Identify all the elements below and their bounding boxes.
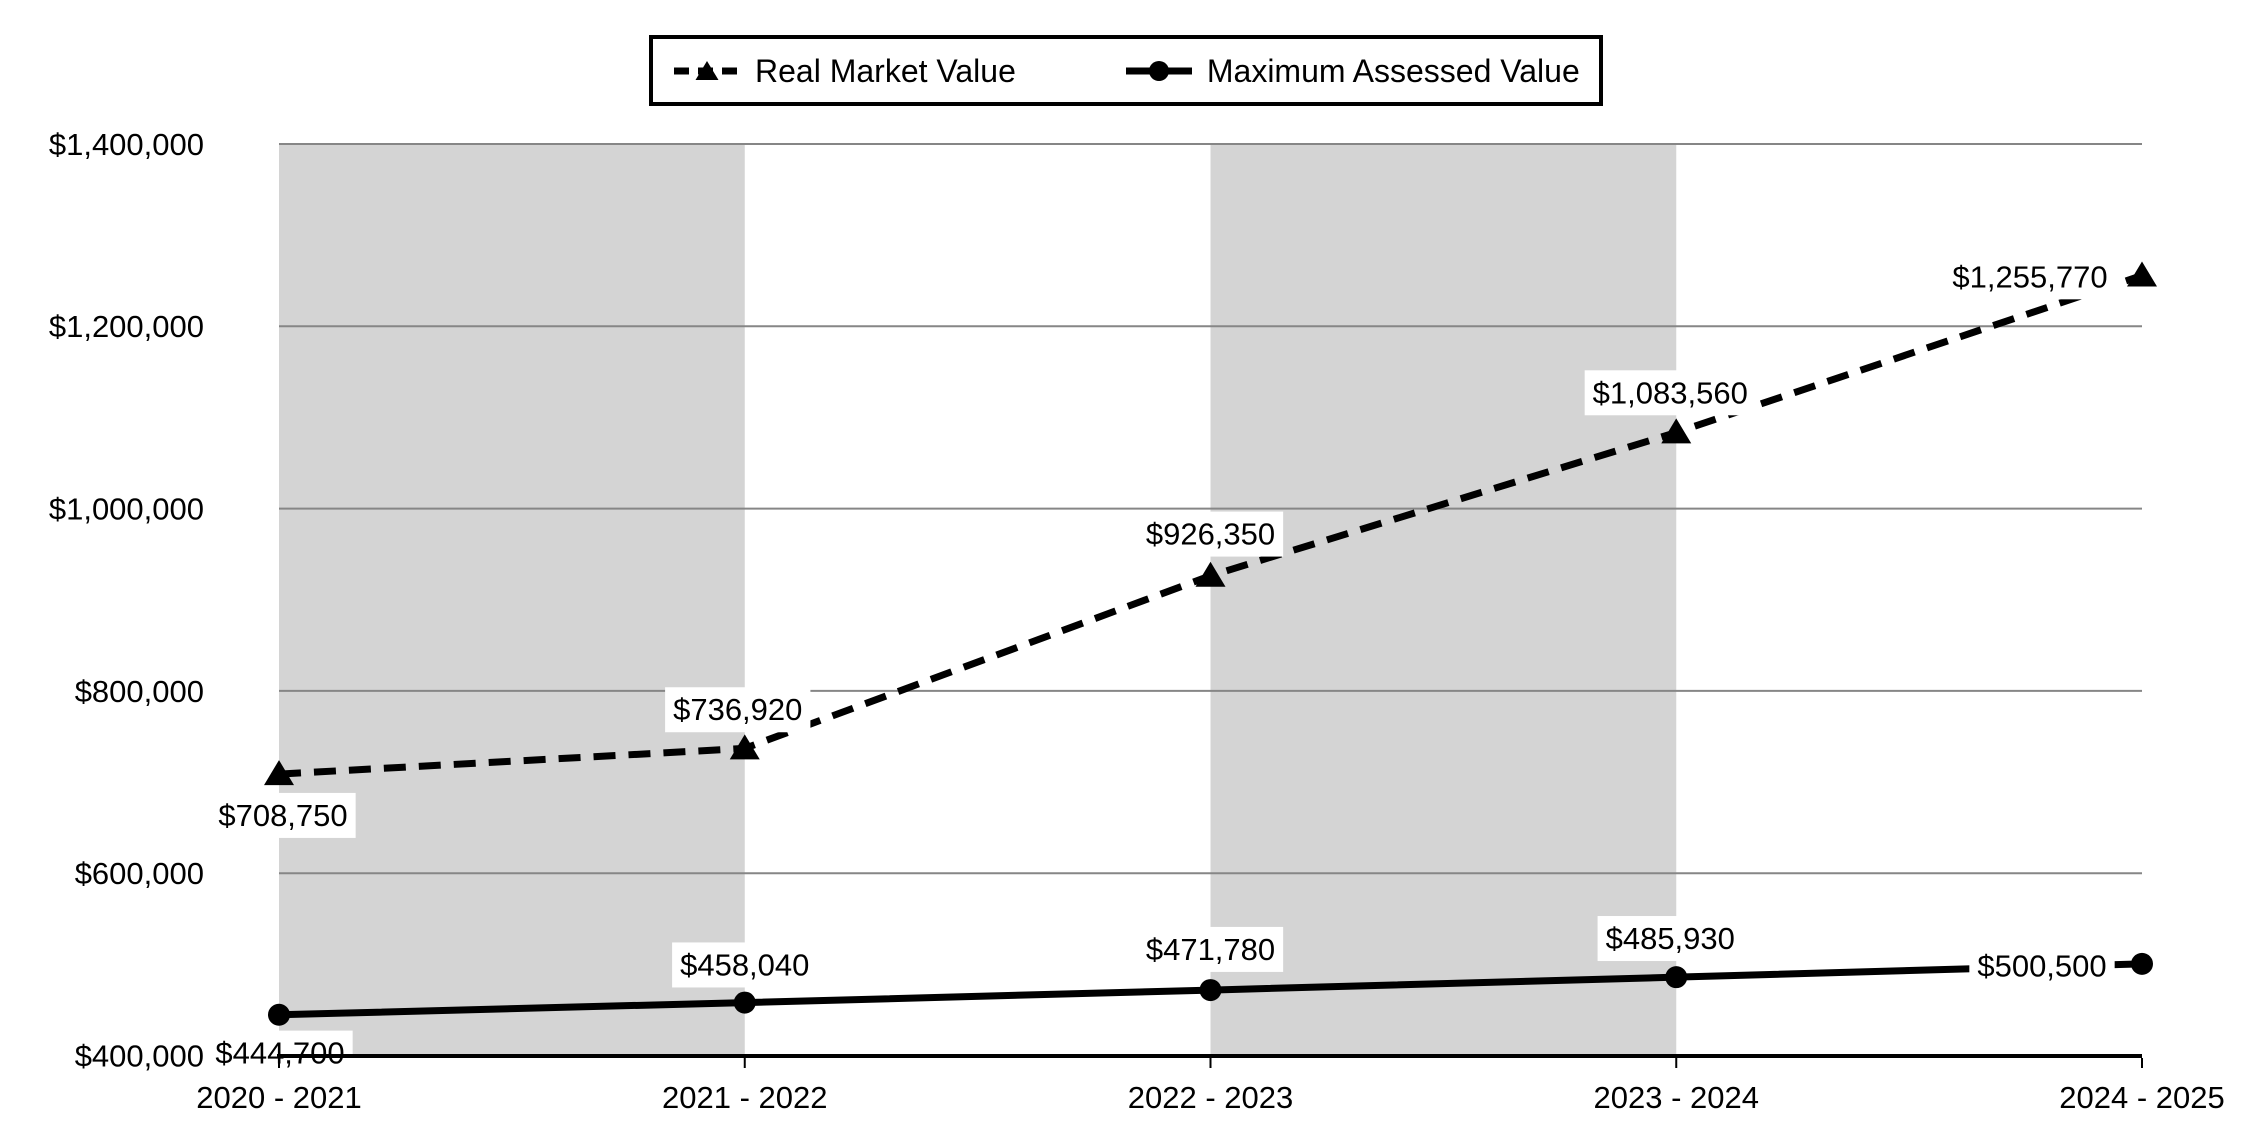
data-point-label-background	[1137, 926, 1284, 972]
circle-marker	[268, 1003, 290, 1026]
chart-legend: Real Market Value Maximum Assessed Value	[649, 35, 1603, 106]
data-point-label-background	[1597, 916, 1743, 962]
data-point-label: $708,750	[218, 798, 347, 833]
triangle-marker	[729, 734, 760, 760]
data-point-label: $1,083,560	[1593, 375, 1748, 410]
data-point-label: $736,920	[673, 692, 802, 727]
data-point-label: $471,780	[1146, 932, 1275, 967]
y-axis-tick-label: $1,200,000	[49, 309, 204, 344]
x-axis-tick-label: 2021 - 2022	[662, 1080, 827, 1115]
data-point-label-background	[1944, 254, 2116, 300]
legend-item-maximum-assessed-value: Maximum Assessed Value	[1125, 52, 1580, 89]
shaded-column-band	[1210, 144, 1677, 1056]
y-axis-tick-label: $400,000	[75, 1038, 204, 1073]
x-axis-tick-label: 2020 - 2021	[196, 1080, 361, 1115]
circle-marker	[1665, 966, 1688, 989]
x-axis-tick-label: 2023 - 2024	[1594, 1080, 1759, 1115]
legend-label-maximum-assessed-value: Maximum Assessed Value	[1206, 52, 1580, 89]
y-axis-tick-label: $1,000,000	[49, 491, 204, 526]
data-point-label-background	[672, 942, 818, 988]
circle-marker	[733, 991, 756, 1014]
data-point-label-background	[210, 792, 356, 838]
data-point-label: $926,350	[1146, 517, 1275, 552]
data-point-label-background	[665, 687, 811, 733]
x-axis-tick-label: 2022 - 2023	[1128, 1080, 1293, 1115]
legend-item-real-market-value: Real Market Value	[674, 55, 1016, 87]
data-point-label: $1,255,770	[1952, 259, 2107, 294]
data-point-label-background	[1969, 943, 2115, 989]
shaded-column-band	[279, 144, 745, 1056]
data-point-label-background	[1137, 511, 1284, 557]
data-point-label-background	[207, 1030, 353, 1076]
data-point-label: $485,930	[1606, 921, 1735, 956]
triangle-marker	[264, 760, 294, 786]
y-axis-tick-label: $800,000	[75, 674, 204, 709]
circle-marker	[1199, 979, 1222, 1002]
dashed-line-triangle-marker-icon	[674, 60, 740, 80]
solid-line-circle-marker-icon	[1125, 60, 1192, 81]
triangle-marker	[2127, 261, 2157, 287]
x-axis-tick-label: 2024 - 2025	[2059, 1080, 2224, 1115]
data-point-label: $458,040	[680, 947, 809, 982]
data-point-label-background	[1584, 370, 1756, 416]
y-axis-tick-label: $1,400,000	[49, 127, 204, 162]
triangle-marker	[1661, 418, 1692, 444]
data-point-label: $500,500	[1977, 949, 2106, 984]
y-axis-tick-label: $600,000	[75, 856, 204, 891]
triangle-marker	[1195, 561, 1226, 587]
circle-marker	[2131, 952, 2153, 975]
legend-label-real-market-value: Real Market Value	[755, 52, 1016, 89]
